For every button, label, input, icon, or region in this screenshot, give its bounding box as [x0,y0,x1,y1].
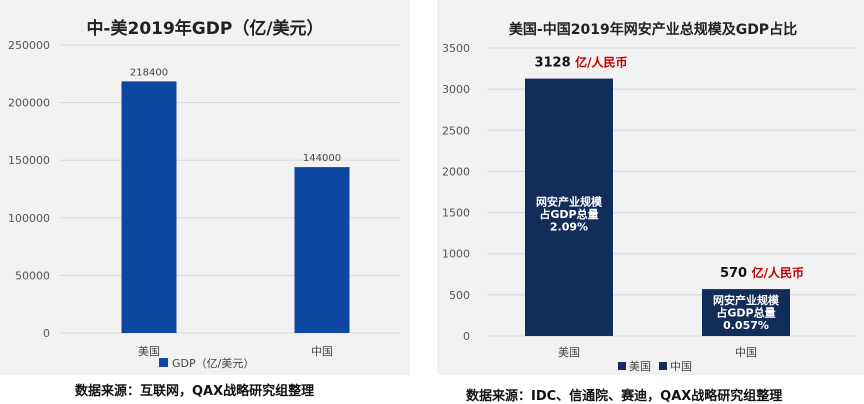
legend-label: GDP（亿/美元） [172,357,254,370]
legend-marker-cn [659,362,667,370]
category-label: 美国 [138,345,160,358]
legend-label-us: 美国 [629,360,651,373]
bar-0 [121,81,177,333]
bar-annotation: 网安产业规模 [713,293,780,307]
data-label-unit: 亿/人民币 [752,265,804,280]
legend-label-cn: 中国 [670,360,692,373]
chart-title: 美国-中国2019年网安产业总规模及GDP占比 [509,21,797,38]
legend: GDP（亿/美元） [159,357,254,370]
legend-marker [159,358,168,367]
chart-panel-cybersecurity: 美国-中国2019年网安产业总规模及GDP占比 0 500 1000 1500 2000… [437,0,864,375]
y-tick-label: 200000 [8,97,50,110]
y-tick-label: 0 [43,327,50,340]
category-label: 中国 [735,346,757,359]
data-label: 570 亿/人民币 [720,265,804,281]
y-tick-label: 250000 [8,39,50,52]
y-tick-label: 50000 [15,269,50,282]
y-tick-label: 0 [463,330,470,343]
data-label-value: 570 [720,266,752,281]
y-tick-label: 500 [449,289,470,302]
y-tick-label: 3500 [442,42,470,55]
bar-1 [702,289,790,336]
gdp-bar-chart: 中-美2019年GDP（亿/美元） 0 50000 100000 150000 2000… [8,18,400,370]
data-label-value: 3128 [534,56,575,71]
chart-title: 中-美2019年GDP（亿/美元） [86,18,323,39]
bar-annotation: 占GDP总量 [716,306,775,320]
category-label: 美国 [558,346,580,359]
data-label-unit: 亿/人民币 [575,55,627,70]
bar-annotation: 0.057% [723,319,769,332]
data-source-note: 数据来源：互联网，QAX战略研究组整理 [75,384,315,399]
bar-annotation: 网安产业规模 [536,195,603,209]
y-tick-label: 1000 [442,248,470,261]
y-tick-label: 2500 [442,124,470,137]
legend-marker-us [618,362,626,370]
data-label: 218400 [130,67,168,78]
bar-annotation: 2.09% [550,221,588,234]
bar-annotation: 占GDP总量 [539,207,598,221]
data-label: 3128 亿/人民币 [534,55,627,71]
y-tick-label: 100000 [8,212,50,225]
bar-1 [294,167,350,333]
y-tick-label: 2000 [442,165,470,178]
legend: 美国 中国 [618,360,692,373]
bar-0 [525,78,613,336]
y-tick-label: 150000 [8,154,50,167]
chart-panel-gdp: 中-美2019年GDP（亿/美元） 0 50000 100000 150000 2000… [0,0,410,375]
data-source-note: 数据来源：IDC、信通院、赛迪，QAX战略研究组整理 [466,389,783,404]
category-label: 中国 [311,345,333,358]
data-label: 144000 [303,153,341,164]
y-tick-label: 1500 [442,207,470,220]
cybersecurity-bar-chart: 美国-中国2019年网安产业总规模及GDP占比 0 500 1000 1500 2000… [442,21,857,373]
y-tick-label: 3000 [442,83,470,96]
